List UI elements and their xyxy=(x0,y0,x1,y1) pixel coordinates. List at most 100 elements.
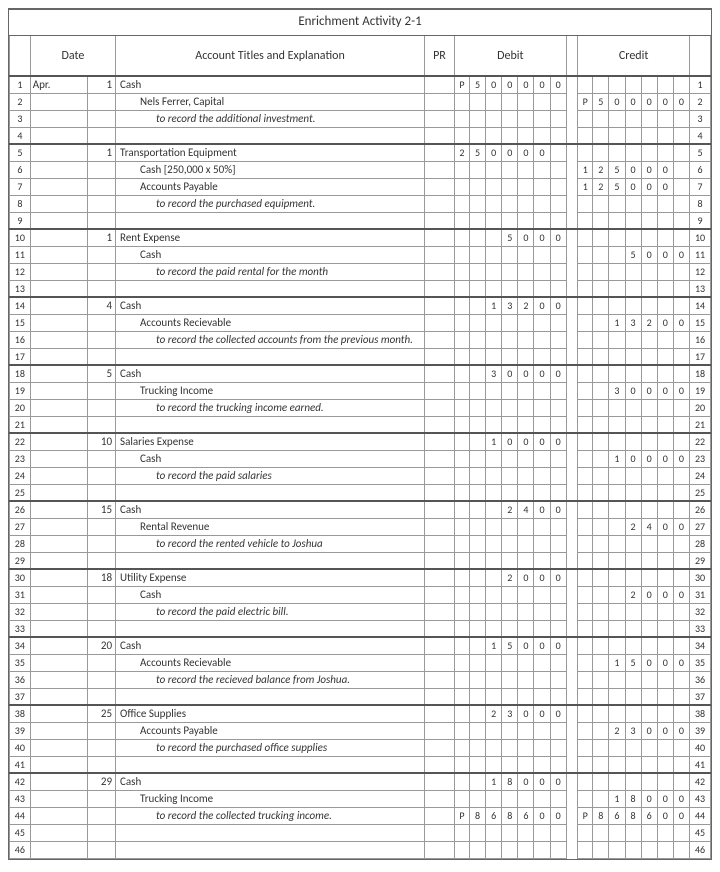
row-num-right: 20 xyxy=(690,399,711,416)
debit-digit xyxy=(454,552,469,569)
credit-digit: 0 xyxy=(673,314,689,331)
credit-digit xyxy=(593,637,609,654)
journal-sheet: Enrichment Activity 2-1 Date Account Tit… xyxy=(8,8,712,860)
credit-digit xyxy=(657,637,673,654)
row-num-right: 23 xyxy=(690,450,711,467)
account-title: Cash xyxy=(116,637,425,654)
debit-digit: 0 xyxy=(502,76,518,93)
row-num-left: 4 xyxy=(10,127,31,144)
row-num-right: 45 xyxy=(690,824,711,841)
debit-digit xyxy=(469,467,485,484)
table-row: 144Cash1320014 xyxy=(10,297,711,314)
column-gap xyxy=(566,722,578,739)
row-num-left: 6 xyxy=(10,161,31,178)
account-title xyxy=(116,552,425,569)
pr-cell xyxy=(424,229,454,246)
credit-digit xyxy=(578,586,593,603)
credit-digit xyxy=(673,416,689,433)
debit-digit xyxy=(469,348,485,365)
debit-digit xyxy=(534,739,550,756)
credit-digit xyxy=(609,433,625,450)
debit-digit xyxy=(454,688,469,705)
credit-digit xyxy=(578,331,593,348)
debit-digit xyxy=(486,824,502,841)
row-num-right: 6 xyxy=(690,161,711,178)
date-month xyxy=(30,501,88,518)
column-gap xyxy=(566,144,578,161)
credit-digit xyxy=(641,263,657,280)
credit-digit: 1 xyxy=(578,178,593,195)
credit-digit xyxy=(593,297,609,314)
credit-digit: 0 xyxy=(673,654,689,671)
debit-digit xyxy=(454,331,469,348)
credit-digit xyxy=(593,348,609,365)
debit-digit xyxy=(550,722,566,739)
date-day xyxy=(88,518,116,535)
pr-cell xyxy=(424,620,454,637)
credit-digit xyxy=(578,399,593,416)
credit-digit xyxy=(657,552,673,569)
table-row: 2Nels Ferrer, CapitalP5000002 xyxy=(10,93,711,110)
debit-digit xyxy=(534,603,550,620)
date-day xyxy=(88,331,116,348)
credit-digit xyxy=(578,501,593,518)
row-num-left: 23 xyxy=(10,450,31,467)
credit-digit xyxy=(625,841,641,858)
debit-digit xyxy=(550,484,566,501)
debit-digit xyxy=(486,654,502,671)
debit-digit xyxy=(469,603,485,620)
date-day xyxy=(88,620,116,637)
table-row: 44to record the collected trucking incom… xyxy=(10,807,711,824)
date-month xyxy=(30,654,88,671)
debit-digit xyxy=(502,110,518,127)
debit-digit xyxy=(518,314,534,331)
account-title: Cash xyxy=(116,501,425,518)
table-row: 1717 xyxy=(10,348,711,365)
debit-digit xyxy=(454,671,469,688)
credit-digit xyxy=(578,144,593,161)
row-num-left: 7 xyxy=(10,178,31,195)
debit-digit: 0 xyxy=(518,569,534,586)
credit-digit: 0 xyxy=(657,518,673,535)
column-gap xyxy=(566,450,578,467)
hdr-debit: Debit xyxy=(454,36,566,76)
date-month: Apr. xyxy=(30,76,88,93)
debit-digit: 1 xyxy=(486,297,502,314)
table-row: 31Cash200031 xyxy=(10,586,711,603)
account-title: to record the rented vehicle to Joshua xyxy=(116,535,425,552)
account-title: Transportation Equipment xyxy=(116,144,425,161)
debit-digit xyxy=(518,518,534,535)
credit-digit xyxy=(593,739,609,756)
debit-digit xyxy=(518,331,534,348)
pr-cell xyxy=(424,790,454,807)
table-row: 3825Office Supplies2300038 xyxy=(10,705,711,722)
debit-digit xyxy=(502,178,518,195)
date-month xyxy=(30,144,88,161)
row-num-left: 34 xyxy=(10,637,31,654)
credit-digit xyxy=(673,637,689,654)
table-row: 23Cash1000023 xyxy=(10,450,711,467)
credit-digit xyxy=(641,280,657,297)
credit-digit: 0 xyxy=(657,722,673,739)
credit-digit xyxy=(609,195,625,212)
debit-digit xyxy=(454,569,469,586)
credit-digit: 2 xyxy=(625,518,641,535)
date-day xyxy=(88,127,116,144)
debit-digit: 0 xyxy=(550,433,566,450)
credit-digit xyxy=(673,688,689,705)
debit-digit: 8 xyxy=(502,773,518,790)
account-title: Cash xyxy=(116,586,425,603)
credit-digit xyxy=(625,756,641,773)
credit-digit xyxy=(609,280,625,297)
column-gap xyxy=(566,127,578,144)
debit-digit xyxy=(454,382,469,399)
column-gap xyxy=(566,586,578,603)
credit-digit xyxy=(578,365,593,382)
credit-digit: 0 xyxy=(625,178,641,195)
account-title: Rental Revenue xyxy=(116,518,425,535)
credit-digit xyxy=(578,297,593,314)
row-num-left: 21 xyxy=(10,416,31,433)
date-month xyxy=(30,841,88,858)
debit-digit xyxy=(469,93,485,110)
debit-digit: 2 xyxy=(454,144,469,161)
